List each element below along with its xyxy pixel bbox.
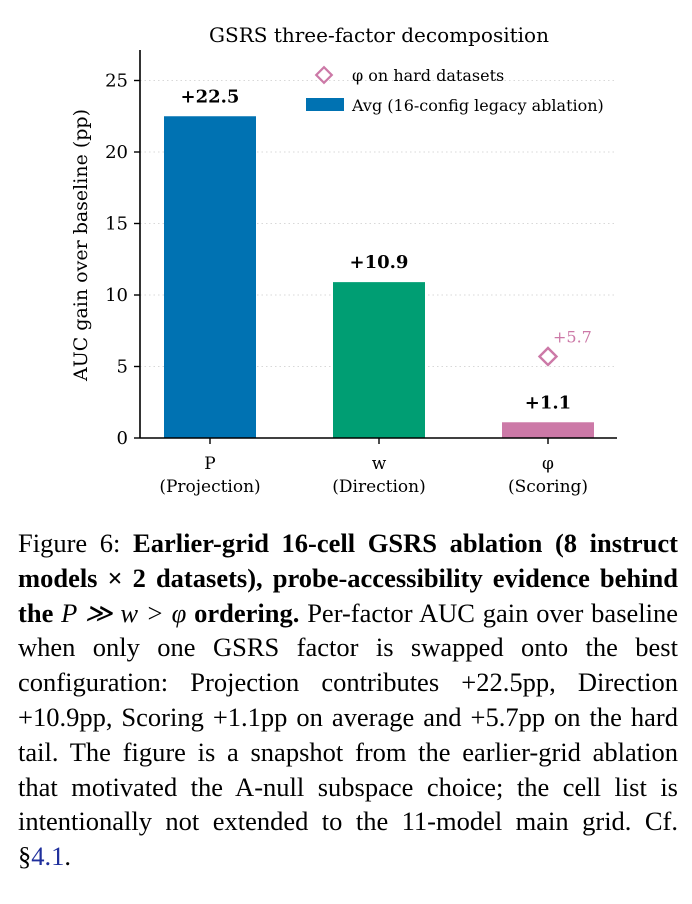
hard-marker-0: [537, 346, 559, 367]
x-tick-name-0: (Projection): [159, 477, 260, 497]
chart: GSRS three-factor decomposition 0 5 10 15 20…: [70, 23, 617, 497]
figure-caption: Figure 6: Earlier-grid 16-cell GSRS abla…: [18, 526, 678, 874]
legend-bar-swatch: [306, 98, 344, 111]
bar-0: [164, 116, 256, 438]
chart-title: GSRS three-factor decomposition: [209, 23, 549, 47]
y-tick-label-15: 15: [105, 214, 128, 235]
caption-math: P ≫ w > φ: [61, 597, 187, 628]
section-ref-link[interactable]: 4.1: [31, 841, 65, 872]
legend-label-avg: Avg (16-config legacy ablation): [351, 96, 604, 115]
bars: [164, 116, 594, 438]
hard-marker-label-0: +5.7: [553, 327, 592, 346]
caption-bold-1: Earlier-grid 16-cell GSRS ablation (8 in…: [18, 528, 678, 628]
y-tick-label-10: 10: [105, 285, 128, 306]
bar-value-labels: +22.5 +10.9 +1.1: [181, 86, 572, 413]
legend-diamond-marker: [314, 65, 334, 85]
bar-2: [502, 422, 594, 438]
x-tick-symbol-1: w: [372, 454, 387, 474]
legend: φ on hard datasets Avg (16-config legacy…: [306, 65, 604, 115]
caption-bold-2: ordering.: [186, 597, 300, 628]
x-tick-symbol-2: φ: [542, 454, 554, 474]
legend-label-hard: φ on hard datasets: [352, 66, 504, 85]
bar-value-label-2: +1.1: [525, 392, 571, 413]
bar-value-label-1: +10.9: [350, 252, 409, 273]
y-axis-label: AUC gain over baseline (pp): [70, 109, 92, 382]
y-tick-label-25: 25: [105, 71, 128, 92]
bar-value-label-0: +22.5: [181, 86, 240, 107]
caption-body: Per-factor AUC gain over baseline when o…: [18, 597, 679, 872]
y-tick-label-20: 20: [105, 142, 128, 163]
hard-dataset-markers: +5.7: [537, 327, 592, 367]
y-axis-ticks: 0 5 10 15 20 25: [105, 71, 140, 449]
caption-lead: Figure 6:: [18, 528, 134, 558]
caption-tail: .: [64, 841, 71, 872]
bar-1: [333, 282, 425, 438]
x-tick-name-2: (Scoring): [508, 477, 588, 497]
x-axis-ticks: P (Projection) w (Direction) φ (Scoring): [159, 438, 588, 497]
y-tick-label-5: 5: [117, 357, 128, 378]
y-tick-label-0: 0: [117, 428, 128, 449]
x-tick-symbol-0: P: [204, 454, 215, 474]
x-tick-name-1: (Direction): [332, 477, 426, 497]
